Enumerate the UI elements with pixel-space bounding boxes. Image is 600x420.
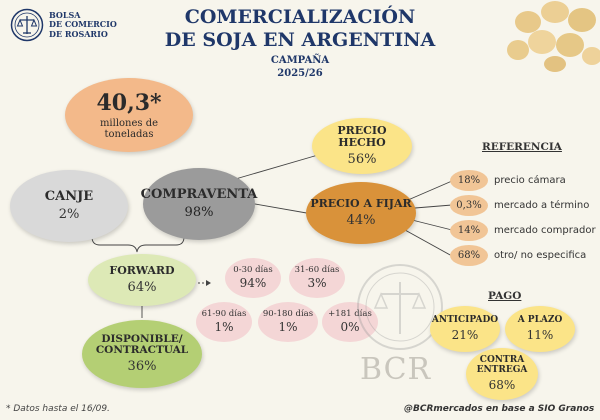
precio-fijar-value: 44% [346,212,376,228]
bcr-watermark-text: BCR [360,352,432,387]
referencia-heading: REFERENCIA [482,141,562,153]
forward-value: 64% [127,279,157,295]
title-line-2: DE SOJA EN ARGENTINA [164,28,436,51]
forward-term-3-value: 1% [214,320,234,335]
disponible-bubble: DISPONIBLE/ CONTRACTUAL 36% [82,320,202,388]
forward-term-1: 0-30 días 94% [225,258,281,298]
disponible-value: 36% [127,359,157,375]
forward-bubble: FORWARD 64% [88,254,196,306]
footer-credit: @BCRmercados en base a SIO Granos [404,404,595,414]
canje-bubble: CANJE 2% [10,170,128,242]
canje-value: 2% [58,206,80,222]
bcr-seal-icon [10,8,44,42]
compraventa-label: COMPRAVENTA [140,187,258,203]
forward-term-2-value: 3% [307,276,327,291]
pago-contra-entrega-value: 68% [488,377,516,392]
forward-term-5-value: 0% [340,320,360,335]
title-line-1: COMERCIALIZACIÓN [184,6,416,28]
total-value: 40,3* [96,89,162,116]
precio-fijar-bubble: PRECIO A FIJAR 44% [306,182,416,244]
logo-line-3: DE ROSARIO [49,28,108,39]
compraventa-value: 98% [184,204,214,220]
disponible-label-2: CONTRACTUAL [95,344,189,356]
pago-contra-entrega-label-2: ENTREGA [476,364,528,375]
precio-hecho-bubble: PRECIO HECHO 56% [312,118,412,174]
page-title: COMERCIALIZACIÓN DE SOJA EN ARGENTINA [0,6,600,52]
forward-term-2: 31-60 días 3% [289,258,345,298]
total-unit: millones de toneladas [99,117,159,141]
compraventa-bubble: COMPRAVENTA 98% [140,168,258,240]
footer-note: * Datos hasta el 16/09. [6,404,110,414]
total-volume-bubble: 40,3* millones de toneladas [65,78,193,152]
precio-fijar-label: PRECIO A FIJAR [310,197,412,211]
bcr-watermark-seal-icon [357,264,443,350]
pago-contra-entrega-label-1: CONTRA [479,355,525,366]
forward-term-5: +181 días 0% [322,302,378,342]
forward-term-4: 90-180 días 1% [258,302,318,342]
canje-label: CANJE [44,189,94,205]
logo: BOLSA DE COMERCIO DE ROSARIO [10,8,117,42]
pago-a-plazo-value: 11% [526,328,554,343]
ref-label-2: mercado a término [494,200,590,211]
pago-anticipado-value: 21% [451,328,479,343]
ref-label-1: precio cámara [494,175,566,186]
ref-label-4: otro/ no especifica [494,250,587,261]
ref-value-4: 68% [450,245,488,266]
campaign-label: CAMPAÑA [270,55,330,66]
forward-term-2-label: 31-60 días [294,264,340,275]
forward-term-5-label: +181 días [328,308,372,319]
forward-term-3-label: 61-90 días [201,308,247,319]
logo-line-1: BOLSA [49,10,81,21]
ref-value-3: 14% [450,220,488,241]
precio-hecho-value: 56% [347,151,377,167]
forward-term-4-label: 90-180 días [262,308,314,319]
pago-a-plazo-bubble: A PLAZO 11% [505,306,575,352]
campaign-value: 2025/26 [277,68,323,79]
forward-term-4-value: 1% [278,320,298,335]
logo-line-2: DE COMERCIO [49,19,117,30]
forward-term-3: 61-90 días 1% [196,302,252,342]
pago-a-plazo-label: A PLAZO [517,314,563,325]
forward-term-1-value: 94% [239,276,267,291]
soybeans-decoration [507,1,600,72]
ref-value-2: 0,3% [450,195,488,216]
precio-hecho-label: PRECIO HECHO [337,124,387,149]
ref-label-3: mercado comprador [494,225,596,236]
pago-anticipado-label: ANTICIPADO [431,314,499,325]
forward-term-1-label: 0-30 días [233,264,273,275]
forward-label: FORWARD [109,264,175,278]
pago-heading: PAGO [488,290,522,302]
ref-value-1: 18% [450,170,488,191]
pago-contra-entrega-bubble: CONTRA ENTREGA 68% [466,348,538,400]
pago-anticipado-bubble: ANTICIPADO 21% [430,306,500,352]
disponible-label-1: DISPONIBLE/ [101,332,183,345]
